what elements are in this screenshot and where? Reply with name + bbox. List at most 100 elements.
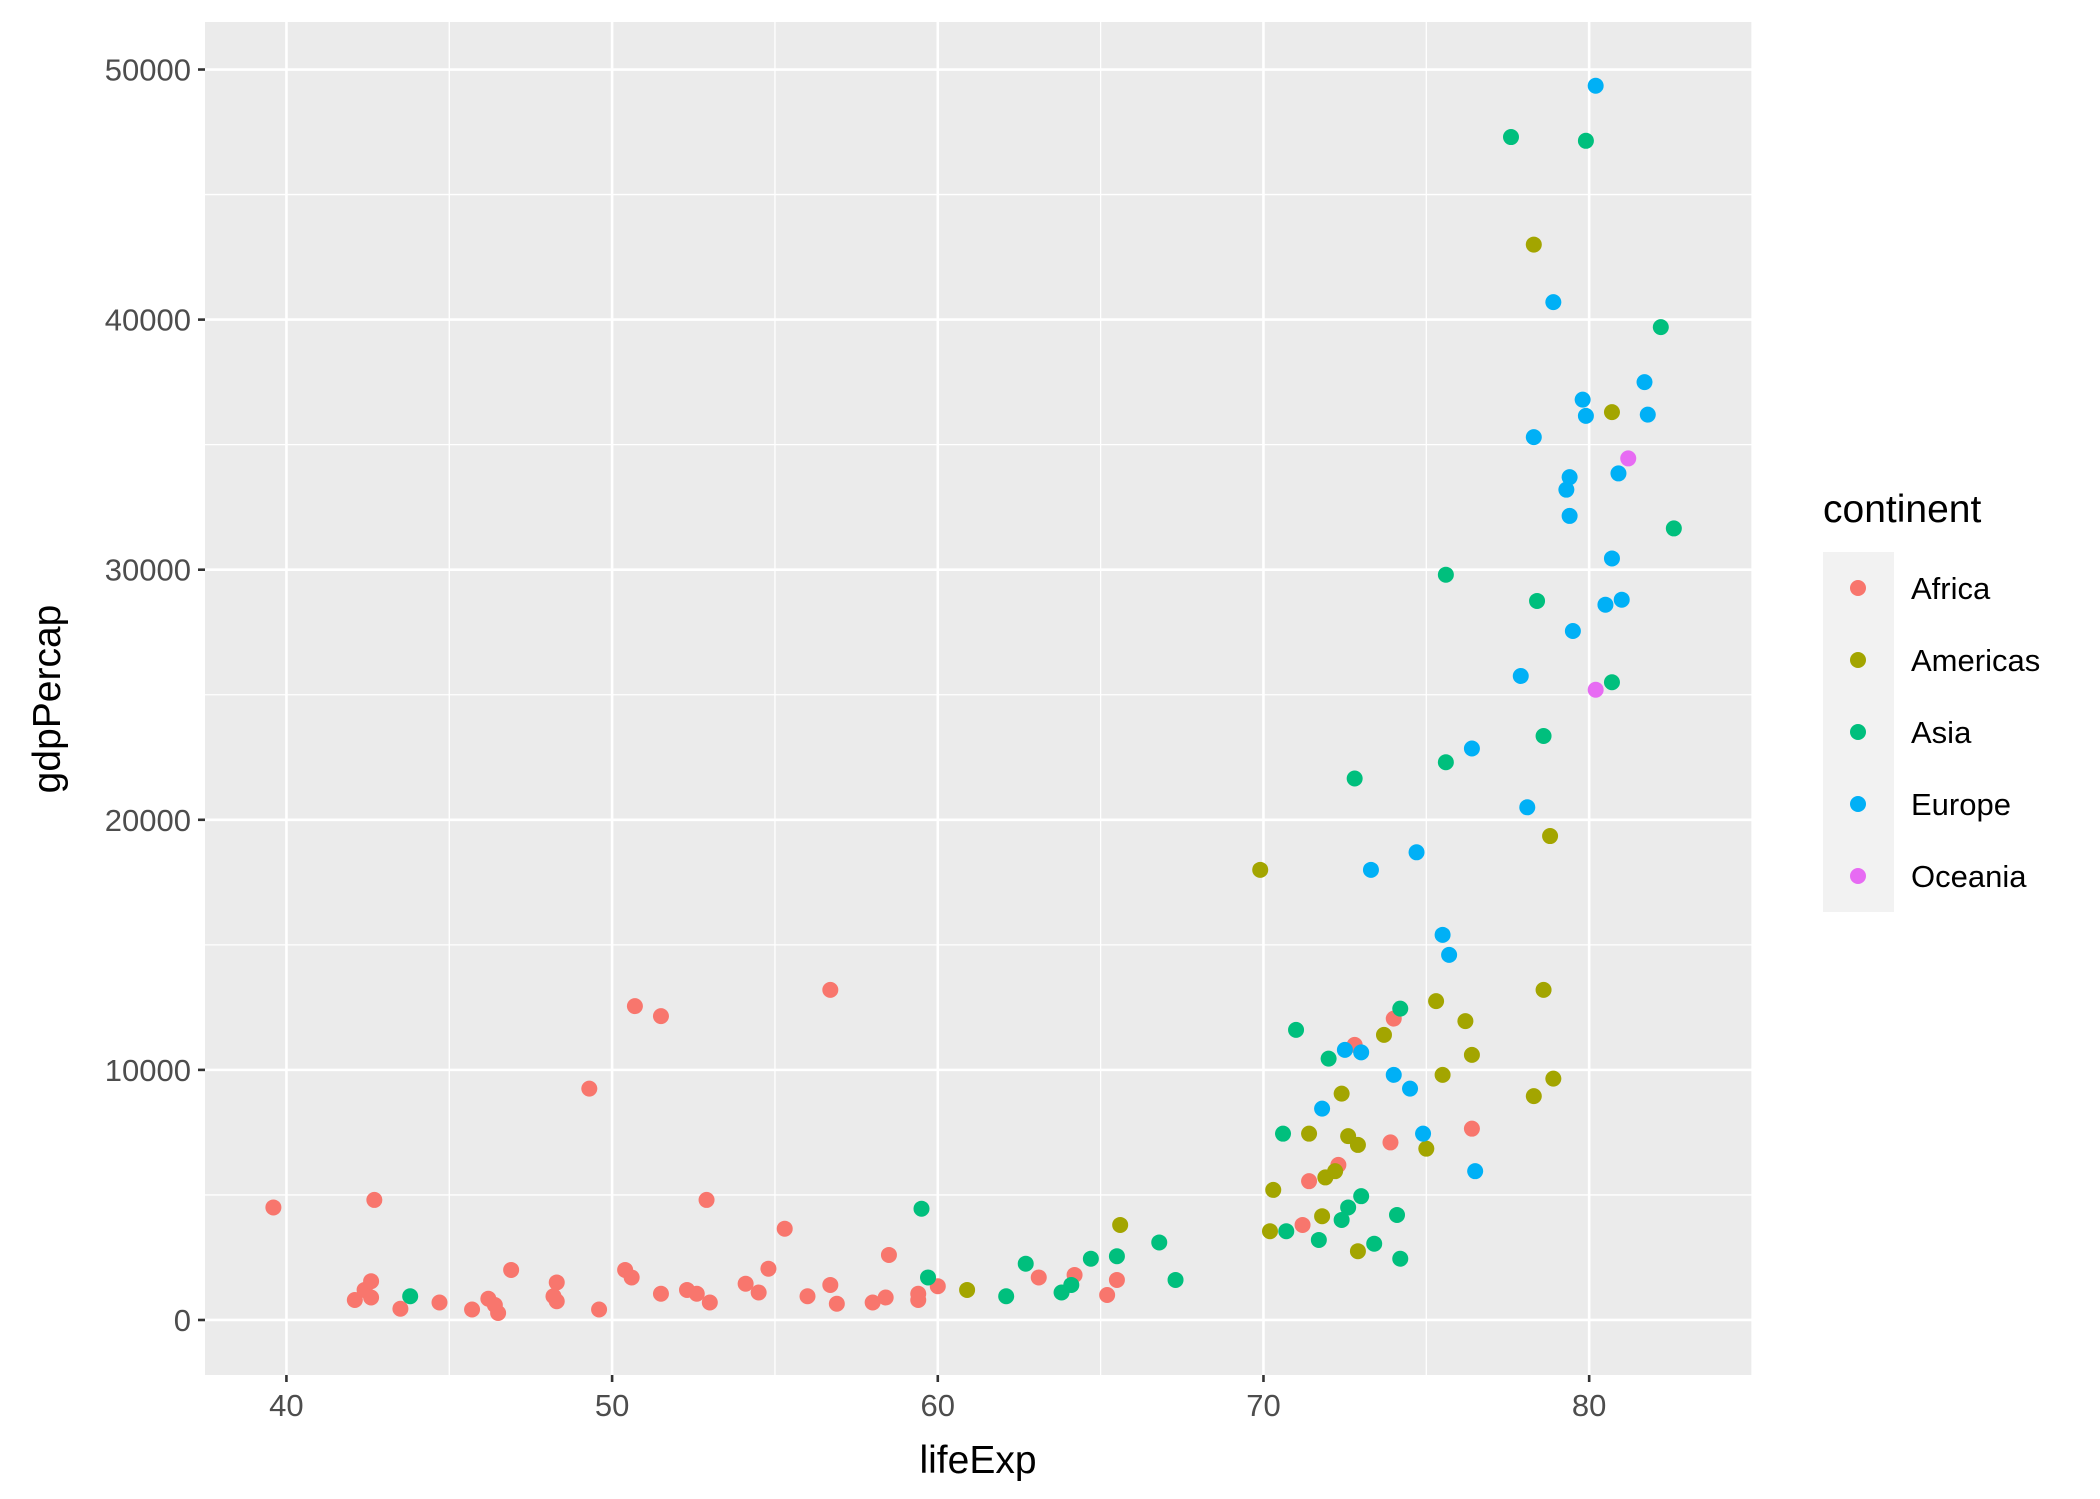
data-points bbox=[265, 77, 1682, 1321]
point-americas bbox=[1301, 1125, 1318, 1142]
point-asia bbox=[1278, 1223, 1295, 1240]
point-asia bbox=[1437, 754, 1454, 771]
point-asia bbox=[1389, 1206, 1406, 1223]
point-europe bbox=[1512, 667, 1529, 684]
x-tick-label: 70 bbox=[1246, 1388, 1280, 1423]
point-americas bbox=[1418, 1140, 1435, 1157]
point-europe bbox=[1353, 1044, 1370, 1061]
y-tick-label: 10000 bbox=[105, 1053, 191, 1088]
point-asia bbox=[1288, 1021, 1305, 1038]
point-americas bbox=[1525, 236, 1542, 253]
x-tick-label: 60 bbox=[921, 1388, 955, 1423]
point-asia bbox=[1320, 1050, 1337, 1067]
x-tick-label: 40 bbox=[269, 1388, 303, 1423]
point-asia bbox=[1529, 592, 1546, 609]
point-africa bbox=[828, 1295, 845, 1312]
point-asia bbox=[1502, 129, 1519, 146]
point-americas bbox=[1434, 1066, 1451, 1083]
legend-key-americas bbox=[1850, 652, 1866, 668]
point-africa bbox=[1382, 1134, 1399, 1151]
legend-key-oceania bbox=[1850, 868, 1866, 884]
point-americas bbox=[1542, 828, 1559, 845]
point-europe bbox=[1613, 591, 1630, 608]
point-africa bbox=[1030, 1269, 1047, 1286]
major-gridlines bbox=[205, 22, 1752, 1375]
point-asia bbox=[1603, 674, 1620, 691]
point-americas bbox=[1327, 1163, 1344, 1180]
point-asia bbox=[1437, 566, 1454, 583]
legend-label-europe: Europe bbox=[1911, 787, 2011, 822]
point-americas bbox=[1349, 1243, 1366, 1260]
point-asia bbox=[1017, 1255, 1034, 1272]
point-europe bbox=[1639, 406, 1656, 423]
point-africa bbox=[503, 1261, 520, 1278]
point-europe bbox=[1336, 1041, 1353, 1058]
point-europe bbox=[1525, 429, 1542, 446]
point-americas bbox=[1314, 1208, 1331, 1225]
point-europe bbox=[1408, 844, 1425, 861]
point-africa bbox=[1301, 1173, 1318, 1190]
point-europe bbox=[1314, 1100, 1331, 1117]
legend-label-africa: Africa bbox=[1911, 571, 1991, 606]
point-europe bbox=[1441, 946, 1458, 963]
x-tick-label: 50 bbox=[595, 1388, 629, 1423]
point-americas bbox=[1535, 981, 1552, 998]
point-asia bbox=[1665, 520, 1682, 537]
x-axis-title: lifeExp bbox=[919, 1439, 1036, 1482]
point-europe bbox=[1362, 861, 1379, 878]
point-europe bbox=[1561, 507, 1578, 524]
point-asia bbox=[998, 1288, 1015, 1305]
point-asia bbox=[913, 1200, 930, 1217]
point-asia bbox=[1353, 1188, 1370, 1205]
y-axis: 0 10000 20000 30000 40000 50000 bbox=[105, 53, 205, 1338]
point-europe bbox=[1463, 740, 1480, 757]
point-europe bbox=[1467, 1163, 1484, 1180]
point-africa bbox=[652, 1008, 669, 1025]
point-africa bbox=[750, 1284, 767, 1301]
point-europe bbox=[1385, 1066, 1402, 1083]
point-europe bbox=[1519, 799, 1536, 816]
point-africa bbox=[877, 1289, 894, 1306]
point-europe bbox=[1415, 1125, 1432, 1142]
point-americas bbox=[1603, 404, 1620, 421]
point-europe bbox=[1564, 622, 1581, 639]
point-africa bbox=[776, 1220, 793, 1237]
y-tick-label: 40000 bbox=[105, 303, 191, 338]
point-europe bbox=[1636, 374, 1653, 391]
point-africa bbox=[698, 1191, 715, 1208]
y-tick-label: 50000 bbox=[105, 53, 191, 88]
point-oceania bbox=[1587, 681, 1604, 698]
y-tick-label: 0 bbox=[174, 1303, 191, 1338]
point-asia bbox=[1535, 728, 1552, 745]
point-americas bbox=[1545, 1070, 1562, 1087]
legend-title: continent bbox=[1823, 488, 1981, 531]
point-africa bbox=[701, 1294, 718, 1311]
point-americas bbox=[1252, 861, 1269, 878]
point-asia bbox=[1577, 132, 1594, 149]
point-asia bbox=[402, 1288, 419, 1305]
point-europe bbox=[1610, 465, 1627, 482]
point-americas bbox=[1525, 1088, 1542, 1105]
point-asia bbox=[1310, 1231, 1327, 1248]
point-africa bbox=[822, 1276, 839, 1293]
y-axis-title: gdpPercap bbox=[26, 605, 69, 794]
point-asia bbox=[1151, 1234, 1168, 1251]
y-tick-label: 20000 bbox=[105, 803, 191, 838]
legend: continent Africa Americas Asia Europe Oceani… bbox=[1823, 488, 2040, 912]
point-asia bbox=[920, 1269, 937, 1286]
point-americas bbox=[1463, 1046, 1480, 1063]
point-africa bbox=[363, 1273, 380, 1290]
point-africa bbox=[591, 1301, 608, 1318]
point-europe bbox=[1574, 391, 1591, 408]
x-tick-label: 80 bbox=[1572, 1388, 1606, 1423]
point-africa bbox=[737, 1275, 754, 1292]
point-americas bbox=[1349, 1136, 1366, 1153]
point-africa bbox=[265, 1199, 282, 1216]
legend-key-europe bbox=[1850, 796, 1866, 812]
point-americas bbox=[1265, 1181, 1282, 1198]
point-americas bbox=[1261, 1223, 1278, 1240]
plot-panel bbox=[205, 22, 1752, 1375]
point-africa bbox=[910, 1285, 927, 1302]
point-americas bbox=[1112, 1216, 1129, 1233]
